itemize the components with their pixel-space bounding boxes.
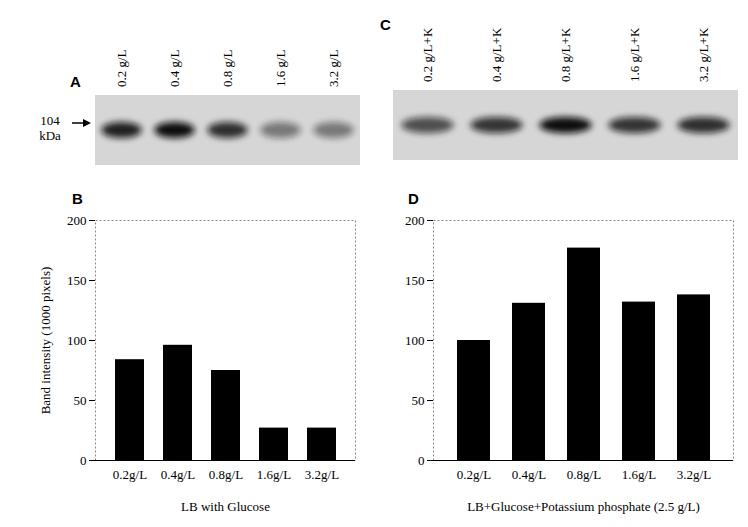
- html-text:B: B: [72, 190, 83, 207]
- svg-text:0.8 g/L+K: 0.8 g/L+K: [558, 27, 573, 82]
- svg-text:0.2 g/L: 0.2 g/L: [114, 49, 129, 87]
- svg-text:200: 200: [67, 213, 87, 228]
- svg-text:0.4g/L: 0.4g/L: [161, 467, 195, 482]
- svg-text:1.6g/L: 1.6g/L: [257, 467, 291, 482]
- svg-text:104: 104: [40, 113, 60, 128]
- svg-text:3.2 g/L+K: 3.2 g/L+K: [696, 27, 711, 82]
- svg-text:0: 0: [418, 453, 425, 468]
- svg-text:3.2g/L: 3.2g/L: [305, 467, 339, 482]
- svg-text:C: C: [380, 16, 391, 33]
- svg-text:100: 100: [405, 333, 425, 348]
- svg-text:0.8g/L: 0.8g/L: [567, 467, 601, 482]
- svg-text:0.4 g/L: 0.4 g/L: [167, 49, 182, 87]
- html-text:D: D: [408, 190, 419, 207]
- svg-text:3.2g/L: 3.2g/L: [677, 467, 711, 482]
- svg-text:A: A: [70, 73, 81, 90]
- svg-text:0.4g/L: 0.4g/L: [512, 467, 546, 482]
- svg-text:Band intensity (1000 pixels): Band intensity (1000 pixels): [38, 267, 53, 415]
- svg-text:1.6g/L: 1.6g/L: [622, 467, 656, 482]
- svg-text:1.6 g/L+K: 1.6 g/L+K: [627, 27, 642, 82]
- svg-text:100: 100: [67, 333, 87, 348]
- svg-text:0.4 g/L+K: 0.4 g/L+K: [489, 27, 504, 82]
- svg-text:0.8 g/L: 0.8 g/L: [220, 49, 235, 87]
- svg-text:1.6 g/L: 1.6 g/L: [273, 49, 288, 87]
- svg-text:3.2 g/L: 3.2 g/L: [326, 49, 341, 87]
- svg-text:150: 150: [405, 273, 425, 288]
- svg-text:0.2g/L: 0.2g/L: [457, 467, 491, 482]
- svg-text:150: 150: [67, 273, 87, 288]
- svg-text:0.8g/L: 0.8g/L: [209, 467, 243, 482]
- svg-text:0.2g/L: 0.2g/L: [113, 467, 147, 482]
- svg-text:0: 0: [80, 453, 87, 468]
- svg-text:LB with Glucose: LB with Glucose: [181, 499, 270, 514]
- svg-text:50: 50: [412, 393, 425, 408]
- svg-text:200: 200: [405, 213, 425, 228]
- svg-text:kDa: kDa: [39, 128, 61, 143]
- svg-text:LB+Glucose+Potassium phosphate: LB+Glucose+Potassium phosphate (2.5 g/L): [467, 499, 700, 514]
- svg-text:0.2 g/L+K: 0.2 g/L+K: [420, 27, 435, 82]
- svg-text:50: 50: [74, 393, 87, 408]
